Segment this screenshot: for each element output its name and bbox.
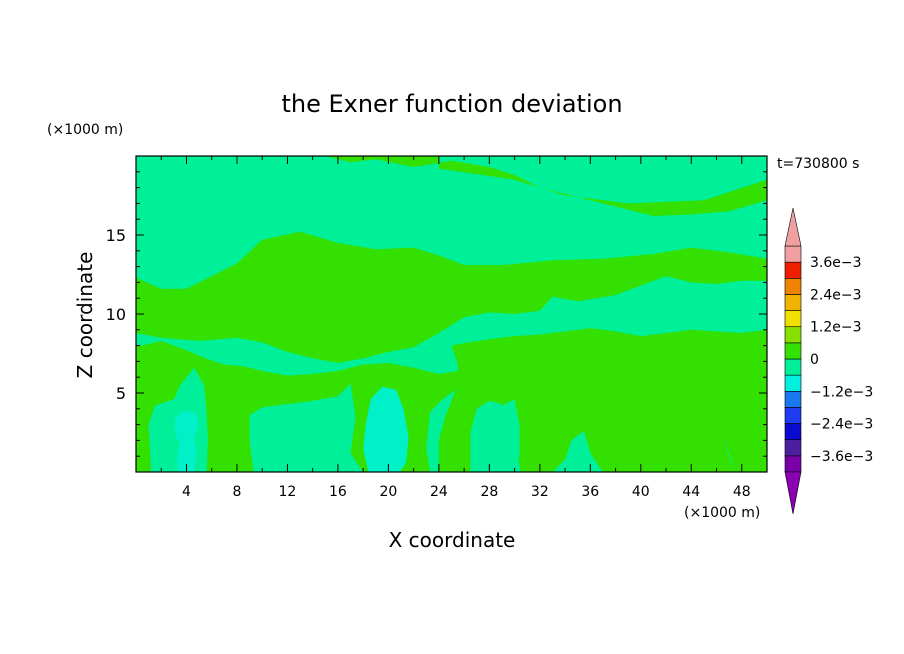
colorbar-band: [784, 374, 802, 392]
y-tick-label: 5: [116, 384, 126, 403]
colorbar-band: [784, 310, 802, 328]
x-tick-label: 48: [733, 484, 751, 500]
x-tick-label: 8: [232, 484, 241, 500]
colorbar-over-triangle: [784, 207, 802, 247]
x-axis-unit-label: (×1000 m): [684, 505, 760, 521]
colorbar-band: [784, 390, 802, 408]
colorbar-band: [784, 342, 802, 360]
colorbar-band: [784, 261, 802, 279]
colorbar-band: [784, 326, 802, 344]
y-axis-ticks: 5 10 15: [106, 171, 767, 457]
colorbar-tick-label: 0: [810, 352, 819, 368]
x-tick-label: 36: [581, 484, 599, 500]
y-axis-unit-label: (×1000 m): [47, 122, 123, 138]
y-tick-label: 15: [106, 226, 126, 245]
contour-region-4: [489, 399, 520, 472]
x-tick-label: 32: [531, 484, 549, 500]
colorbar-tick-label: −3.6e−3: [810, 449, 873, 465]
colorbar-band: [784, 439, 802, 457]
colorbar-tick-label: 3.6e−3: [810, 255, 862, 271]
colorbar: 3.6e−3 2.4e−3 1.2e−3 0 −1.2e−3 −2.4e−3 −3.6e−3: [784, 207, 873, 515]
x-tick-label: 20: [379, 484, 397, 500]
y-tick-label: 10: [106, 305, 126, 324]
colorbar-band: [784, 245, 802, 263]
contour-region-0: [136, 156, 767, 363]
y-axis-title: Z coordinate: [73, 252, 97, 379]
colorbar-tick-label: 1.2e−3: [810, 320, 862, 336]
x-axis-ticks: 4 8 12 16 20 24 28 32 36 40 44 48: [160, 156, 751, 500]
colorbar-tick-label: 2.4e−3: [810, 287, 862, 303]
colorbar-under-triangle: [784, 471, 802, 515]
colorbar-band: [784, 277, 802, 295]
x-tick-label: 24: [430, 484, 448, 500]
x-tick-label: 4: [182, 484, 191, 500]
colorbar-band: [784, 455, 802, 473]
x-tick-label: 40: [632, 484, 650, 500]
colorbar-band: [784, 294, 802, 311]
time-label: t=730800 s: [777, 156, 859, 172]
chart-title: the Exner function deviation: [281, 90, 622, 118]
contour-region-3: [602, 380, 736, 472]
colorbar-band: [784, 423, 802, 441]
colorbar-band: [784, 358, 802, 376]
x-tick-label: 44: [682, 484, 700, 500]
colorbar-tick-label: −1.2e−3: [810, 384, 873, 400]
x-tick-label: 12: [279, 484, 297, 500]
colorbar-tick-label: −2.4e−3: [810, 417, 873, 433]
colorbar-band: [784, 407, 802, 424]
contour-region-5: [363, 386, 409, 472]
x-tick-label: 28: [480, 484, 498, 500]
x-axis-title: X coordinate: [389, 528, 516, 552]
contour-region-6: [175, 410, 200, 472]
contour-field: [136, 156, 767, 472]
x-tick-label: 16: [329, 484, 347, 500]
